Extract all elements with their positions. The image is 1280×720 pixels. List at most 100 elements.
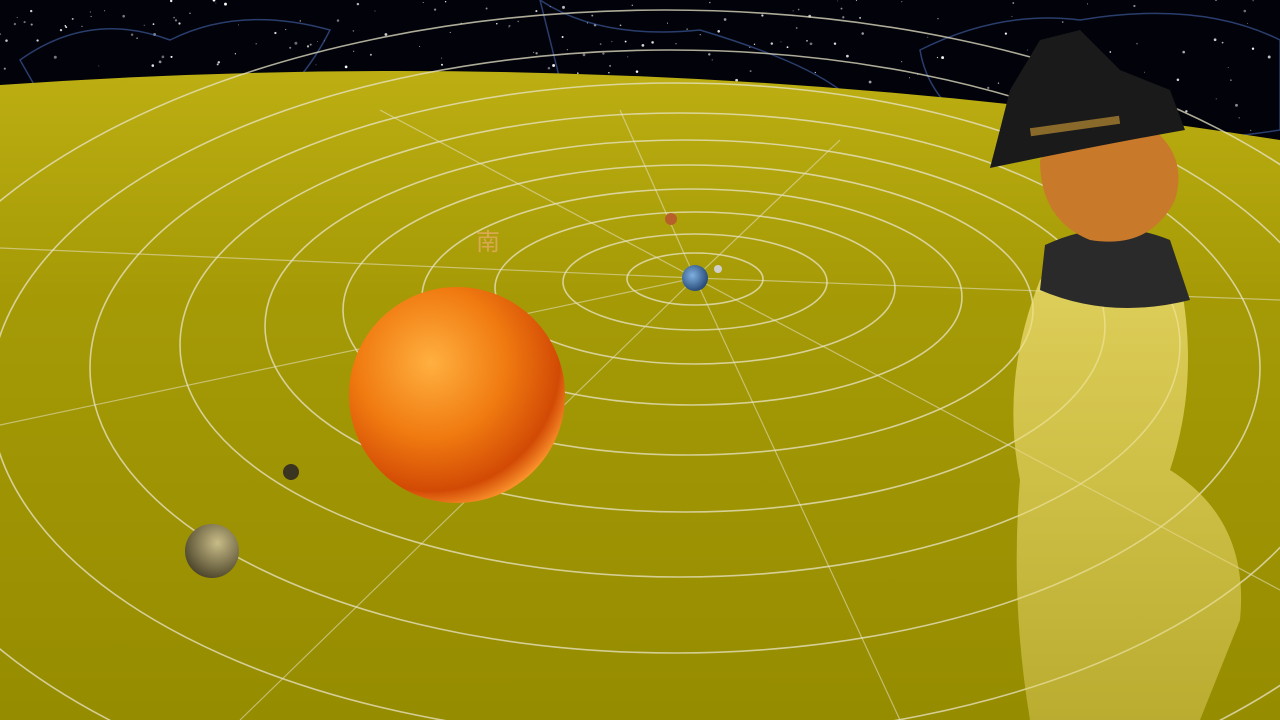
star bbox=[859, 16, 862, 19]
star bbox=[809, 42, 813, 46]
star bbox=[1176, 78, 1180, 82]
star bbox=[1221, 41, 1224, 44]
star bbox=[3, 67, 6, 70]
star bbox=[1250, 129, 1252, 132]
star bbox=[315, 64, 317, 66]
star bbox=[591, 14, 594, 17]
star bbox=[547, 67, 551, 70]
star bbox=[833, 42, 837, 45]
star bbox=[90, 15, 92, 18]
star bbox=[855, 0, 858, 1]
star bbox=[749, 46, 751, 48]
star bbox=[433, 8, 437, 11]
star bbox=[868, 80, 872, 84]
star bbox=[708, 53, 711, 56]
star bbox=[274, 31, 277, 35]
star bbox=[711, 59, 713, 61]
star bbox=[651, 41, 654, 44]
star bbox=[901, 61, 903, 63]
star bbox=[356, 2, 360, 6]
star bbox=[792, 10, 794, 12]
star bbox=[1252, 0, 1254, 2]
star bbox=[336, 19, 340, 22]
star bbox=[1026, 49, 1028, 51]
star bbox=[285, 28, 287, 31]
star bbox=[599, 43, 602, 45]
star bbox=[151, 64, 155, 67]
star bbox=[496, 22, 498, 25]
star bbox=[13, 22, 17, 26]
earth bbox=[682, 265, 708, 291]
planet-small bbox=[283, 464, 299, 480]
star bbox=[582, 53, 586, 57]
star bbox=[309, 43, 312, 46]
star bbox=[353, 50, 355, 52]
star bbox=[1011, 15, 1013, 18]
star bbox=[846, 54, 849, 58]
star bbox=[602, 52, 605, 55]
star bbox=[1061, 21, 1064, 23]
star bbox=[780, 41, 782, 43]
star bbox=[735, 78, 738, 82]
star bbox=[441, 57, 443, 59]
star bbox=[64, 25, 67, 27]
star bbox=[1243, 9, 1247, 13]
star bbox=[941, 56, 945, 60]
star bbox=[561, 36, 564, 38]
star bbox=[552, 64, 556, 67]
star bbox=[104, 10, 106, 12]
star bbox=[158, 60, 162, 64]
star bbox=[837, 0, 839, 2]
star bbox=[189, 12, 191, 14]
star bbox=[1246, 22, 1249, 25]
star bbox=[842, 16, 845, 19]
star bbox=[624, 40, 627, 43]
star bbox=[294, 41, 298, 45]
star bbox=[374, 10, 376, 12]
star bbox=[1136, 43, 1138, 45]
star bbox=[216, 63, 219, 66]
star bbox=[609, 64, 612, 67]
star bbox=[170, 55, 173, 58]
star bbox=[1109, 51, 1112, 53]
star bbox=[352, 30, 355, 32]
star bbox=[316, 41, 318, 42]
star bbox=[631, 4, 634, 7]
star bbox=[449, 31, 451, 33]
star bbox=[987, 86, 990, 90]
star bbox=[234, 53, 237, 55]
star bbox=[1215, 0, 1217, 1]
star bbox=[81, 25, 83, 28]
star bbox=[5, 39, 8, 42]
star bbox=[1213, 38, 1217, 42]
star bbox=[566, 49, 568, 51]
star bbox=[1230, 79, 1232, 81]
star bbox=[161, 55, 165, 59]
star bbox=[508, 26, 510, 28]
orbit-rings bbox=[0, 9, 1280, 720]
star bbox=[53, 55, 57, 59]
star bbox=[255, 42, 257, 45]
star bbox=[369, 53, 372, 56]
star bbox=[840, 7, 843, 10]
star bbox=[1227, 67, 1229, 69]
star bbox=[508, 24, 511, 27]
star bbox=[130, 33, 134, 36]
star bbox=[709, 1, 711, 4]
star bbox=[627, 56, 629, 58]
star bbox=[1004, 32, 1008, 35]
star bbox=[444, 1, 447, 3]
star bbox=[675, 43, 677, 45]
star bbox=[71, 17, 74, 20]
moon-small bbox=[714, 265, 722, 273]
star bbox=[861, 32, 864, 35]
star bbox=[122, 14, 125, 18]
star bbox=[1182, 50, 1186, 54]
star bbox=[699, 34, 701, 36]
star bbox=[717, 30, 720, 33]
star bbox=[749, 70, 752, 73]
star bbox=[814, 71, 816, 74]
planet-moon bbox=[185, 524, 239, 578]
star bbox=[1267, 55, 1271, 59]
